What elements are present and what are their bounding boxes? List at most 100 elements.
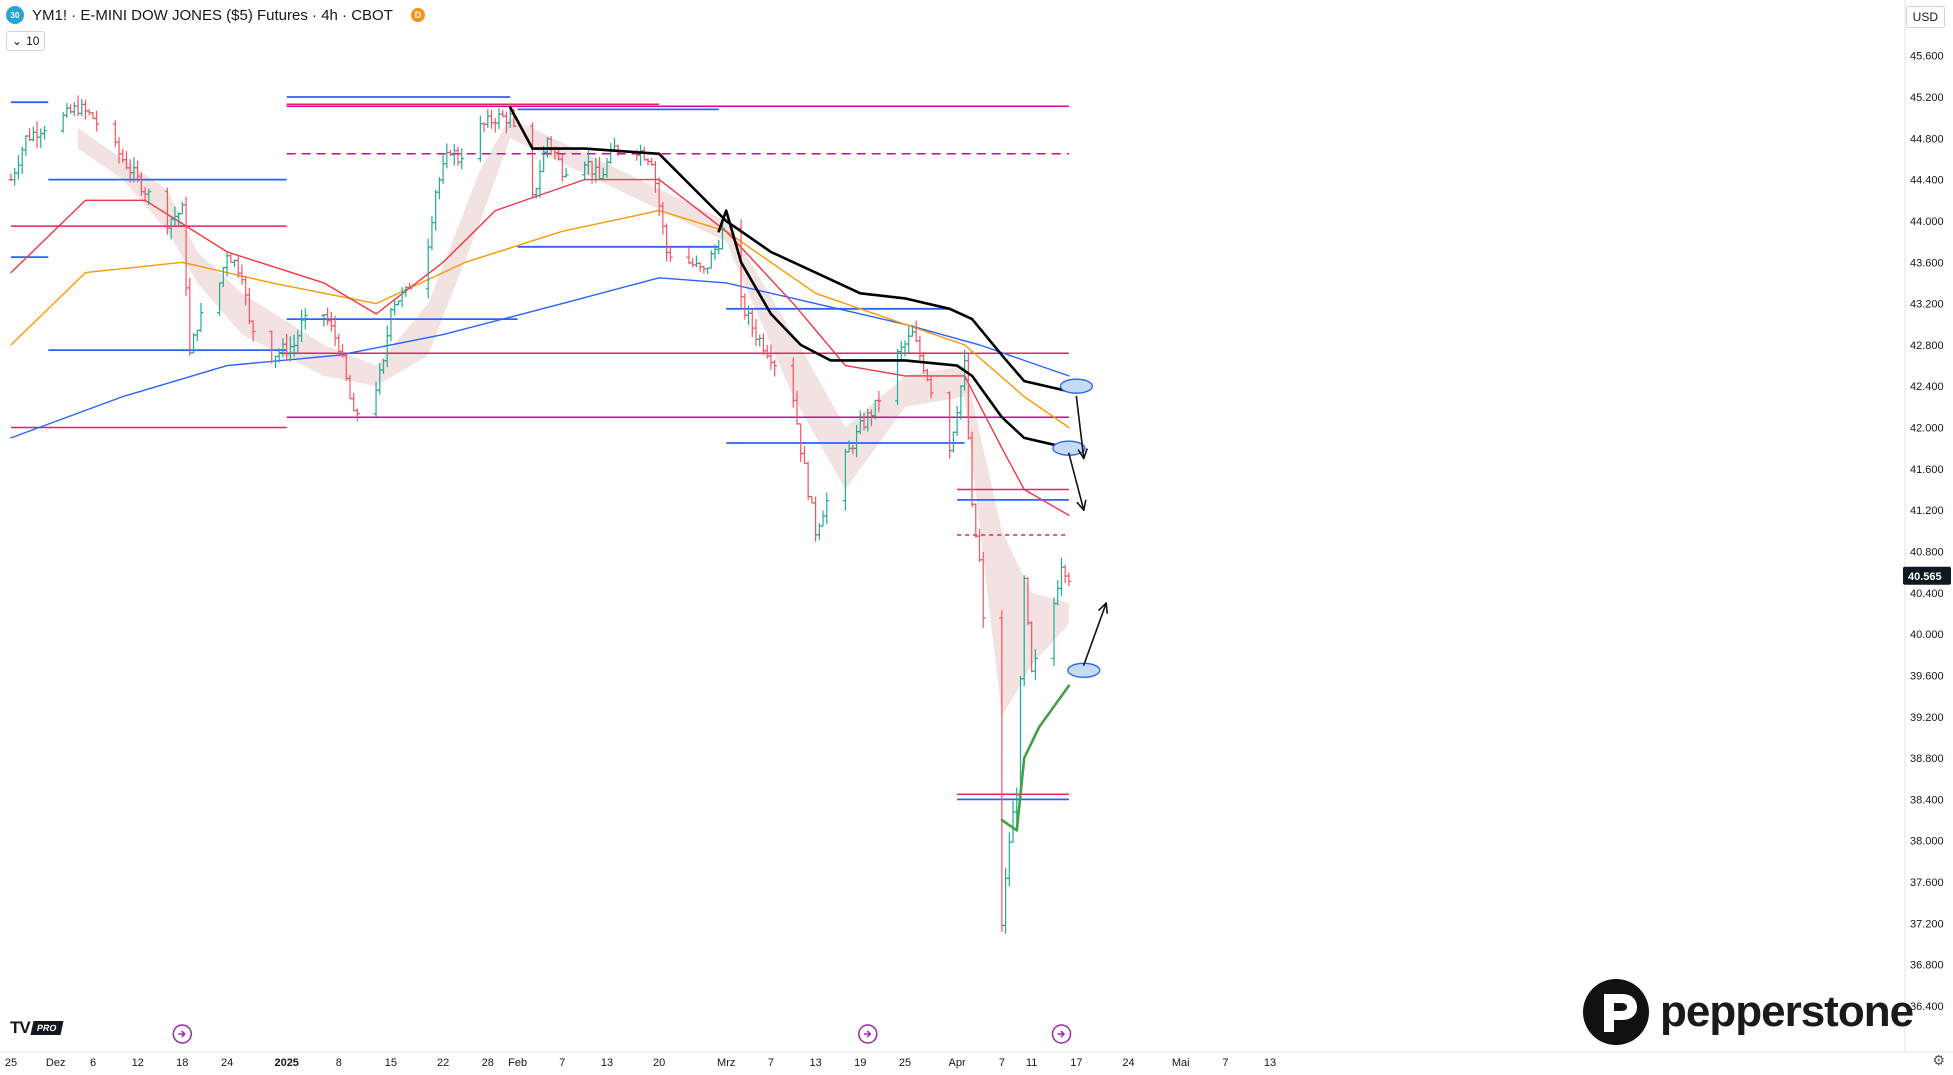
ohlc-bar-188 xyxy=(708,250,714,269)
indicator-toggle[interactable]: ⌄ 10 xyxy=(6,31,46,51)
ohlc-bar-269 xyxy=(1010,800,1016,843)
y-tick-label: 43.200 xyxy=(1910,299,1944,311)
arrow-head xyxy=(1083,448,1088,460)
target-marker-0 xyxy=(1059,378,1094,394)
ohlc-bar-176 xyxy=(664,223,670,262)
y-tick-label: 38.400 xyxy=(1910,794,1944,806)
ohlc-bar-186 xyxy=(701,266,707,274)
y-tick-label: 39.200 xyxy=(1910,712,1944,724)
y-tick-label: 42.000 xyxy=(1910,423,1944,435)
chart-header: 30 YM1! · E-MINI DOW JONES ($5) Futures … xyxy=(6,4,425,26)
ohlc-bar-142 xyxy=(537,160,543,198)
ohlc-bar-177 xyxy=(667,245,673,263)
arrow-head xyxy=(1098,602,1107,611)
ohlc-bar-239 xyxy=(898,340,904,361)
ohlc-bar-103 xyxy=(392,300,398,316)
ohlc-bar-79 xyxy=(302,308,308,330)
ohlc-bar-9 xyxy=(42,126,48,140)
arrow-head xyxy=(1076,501,1085,512)
ohlc-bar-65 xyxy=(250,320,256,342)
ohlc-bar-85 xyxy=(325,307,331,326)
pepperstone-logo: pepperstone xyxy=(1582,978,1914,1046)
x-tick-label: 13 xyxy=(1264,1057,1276,1069)
x-tick-label: 25 xyxy=(5,1057,17,1069)
ema-orange-line xyxy=(10,209,1070,429)
ohlc-bar-62 xyxy=(239,264,245,285)
ohlc-bar-87 xyxy=(332,315,338,347)
pepperstone-icon xyxy=(1583,979,1649,1045)
x-tick-label: Mrz xyxy=(717,1057,735,1069)
y-tick-label: 45.600 xyxy=(1910,51,1944,63)
ohlc-bar-184 xyxy=(693,255,699,268)
x-tick-label: Apr xyxy=(949,1057,966,1069)
ohlc-bar-50 xyxy=(194,329,200,342)
y-tick-label: 40.400 xyxy=(1910,588,1944,600)
ohlc-bar-202 xyxy=(760,333,766,356)
ohlc-bar-112 xyxy=(425,238,431,299)
ohlc-bar-183 xyxy=(690,258,696,268)
tradingview-logo[interactable]: TV PRO xyxy=(10,1018,63,1038)
ohlc-bar-259 xyxy=(973,503,979,538)
ohlc-bar-98 xyxy=(373,381,379,418)
ohlc-bar-233 xyxy=(876,391,882,413)
delay-badge[interactable]: D xyxy=(410,8,425,22)
ohlc-bar-131 xyxy=(496,108,502,130)
event-icon-arrow xyxy=(178,1030,186,1038)
x-tick-label: 7 xyxy=(1222,1057,1228,1069)
y-tick-label: 36.800 xyxy=(1910,960,1944,972)
ohlc-bar-119 xyxy=(451,143,457,166)
y-tick-label: 43.600 xyxy=(1910,257,1944,269)
last-price-label: 40.565 xyxy=(1908,571,1942,583)
event-icon-arrow xyxy=(863,1030,872,1038)
event-icon-1[interactable] xyxy=(858,1024,878,1044)
x-tick-label: 13 xyxy=(601,1057,613,1069)
symbol-badge: 30 xyxy=(6,6,24,24)
ohlc-bar-244 xyxy=(917,335,923,360)
indicator-count: 10 xyxy=(26,34,40,48)
ema-black-slow-line xyxy=(508,106,1071,393)
ohlc-bar-126 xyxy=(477,115,483,162)
arrow-head xyxy=(1083,499,1087,512)
ohlc-bar-283 xyxy=(1062,564,1068,583)
y-tick-label: 38.000 xyxy=(1910,836,1944,848)
ohlc-bar-3 xyxy=(19,146,25,174)
drawn-arrow-1 xyxy=(1068,452,1087,512)
ohlc-bar-268 xyxy=(1006,832,1012,887)
x-tick-label: 24 xyxy=(221,1057,233,1069)
event-icon-2[interactable] xyxy=(1051,1024,1072,1044)
ohlc-bar-48 xyxy=(187,278,193,356)
currency-selector[interactable]: USD xyxy=(1905,6,1945,28)
ohlc-bar-84 xyxy=(321,313,327,327)
arrow-shaft xyxy=(1083,602,1107,666)
ohlc-bar-92 xyxy=(351,392,357,412)
ohlc-bars xyxy=(8,95,1072,934)
event-icon-0[interactable] xyxy=(172,1024,193,1044)
ohlc-bar-162 xyxy=(611,138,617,151)
ohlc-bar-113 xyxy=(429,216,435,251)
x-tick-label: 25 xyxy=(899,1057,911,1069)
y-tick-label: 36.400 xyxy=(1910,1001,1944,1013)
x-tick-label: 6 xyxy=(90,1057,96,1069)
y-tick-label: 44.000 xyxy=(1910,216,1944,228)
ohlc-bar-201 xyxy=(757,334,763,347)
symbol-title[interactable]: YM1! · E-MINI DOW JONES ($5) Futures · 4… xyxy=(32,6,393,24)
y-tick-label: 37.600 xyxy=(1910,877,1944,889)
ohlc-bar-71 xyxy=(272,355,278,369)
ohlc-bar-17 xyxy=(71,102,77,116)
drawn-arrow-2 xyxy=(1083,602,1108,666)
ohlc-bar-284 xyxy=(1066,572,1072,587)
x-tick-label: 12 xyxy=(132,1057,144,1069)
x-tick-label: 7 xyxy=(559,1057,565,1069)
y-tick-label: 44.800 xyxy=(1910,133,1944,145)
y-tick-label: 37.200 xyxy=(1910,918,1944,930)
ohlc-bar-253 xyxy=(950,431,956,453)
ohlc-bar-93 xyxy=(354,408,360,422)
chevron-down-icon: ⌄ xyxy=(12,34,23,48)
ohlc-bar-115 xyxy=(436,177,442,200)
ohlc-bar-182 xyxy=(686,247,692,265)
gear-icon[interactable]: ⚙ xyxy=(1932,1052,1945,1068)
ohlc-bar-282 xyxy=(1058,557,1064,596)
ohlc-bar-2 xyxy=(15,155,21,180)
projection-green-line xyxy=(1000,684,1071,832)
